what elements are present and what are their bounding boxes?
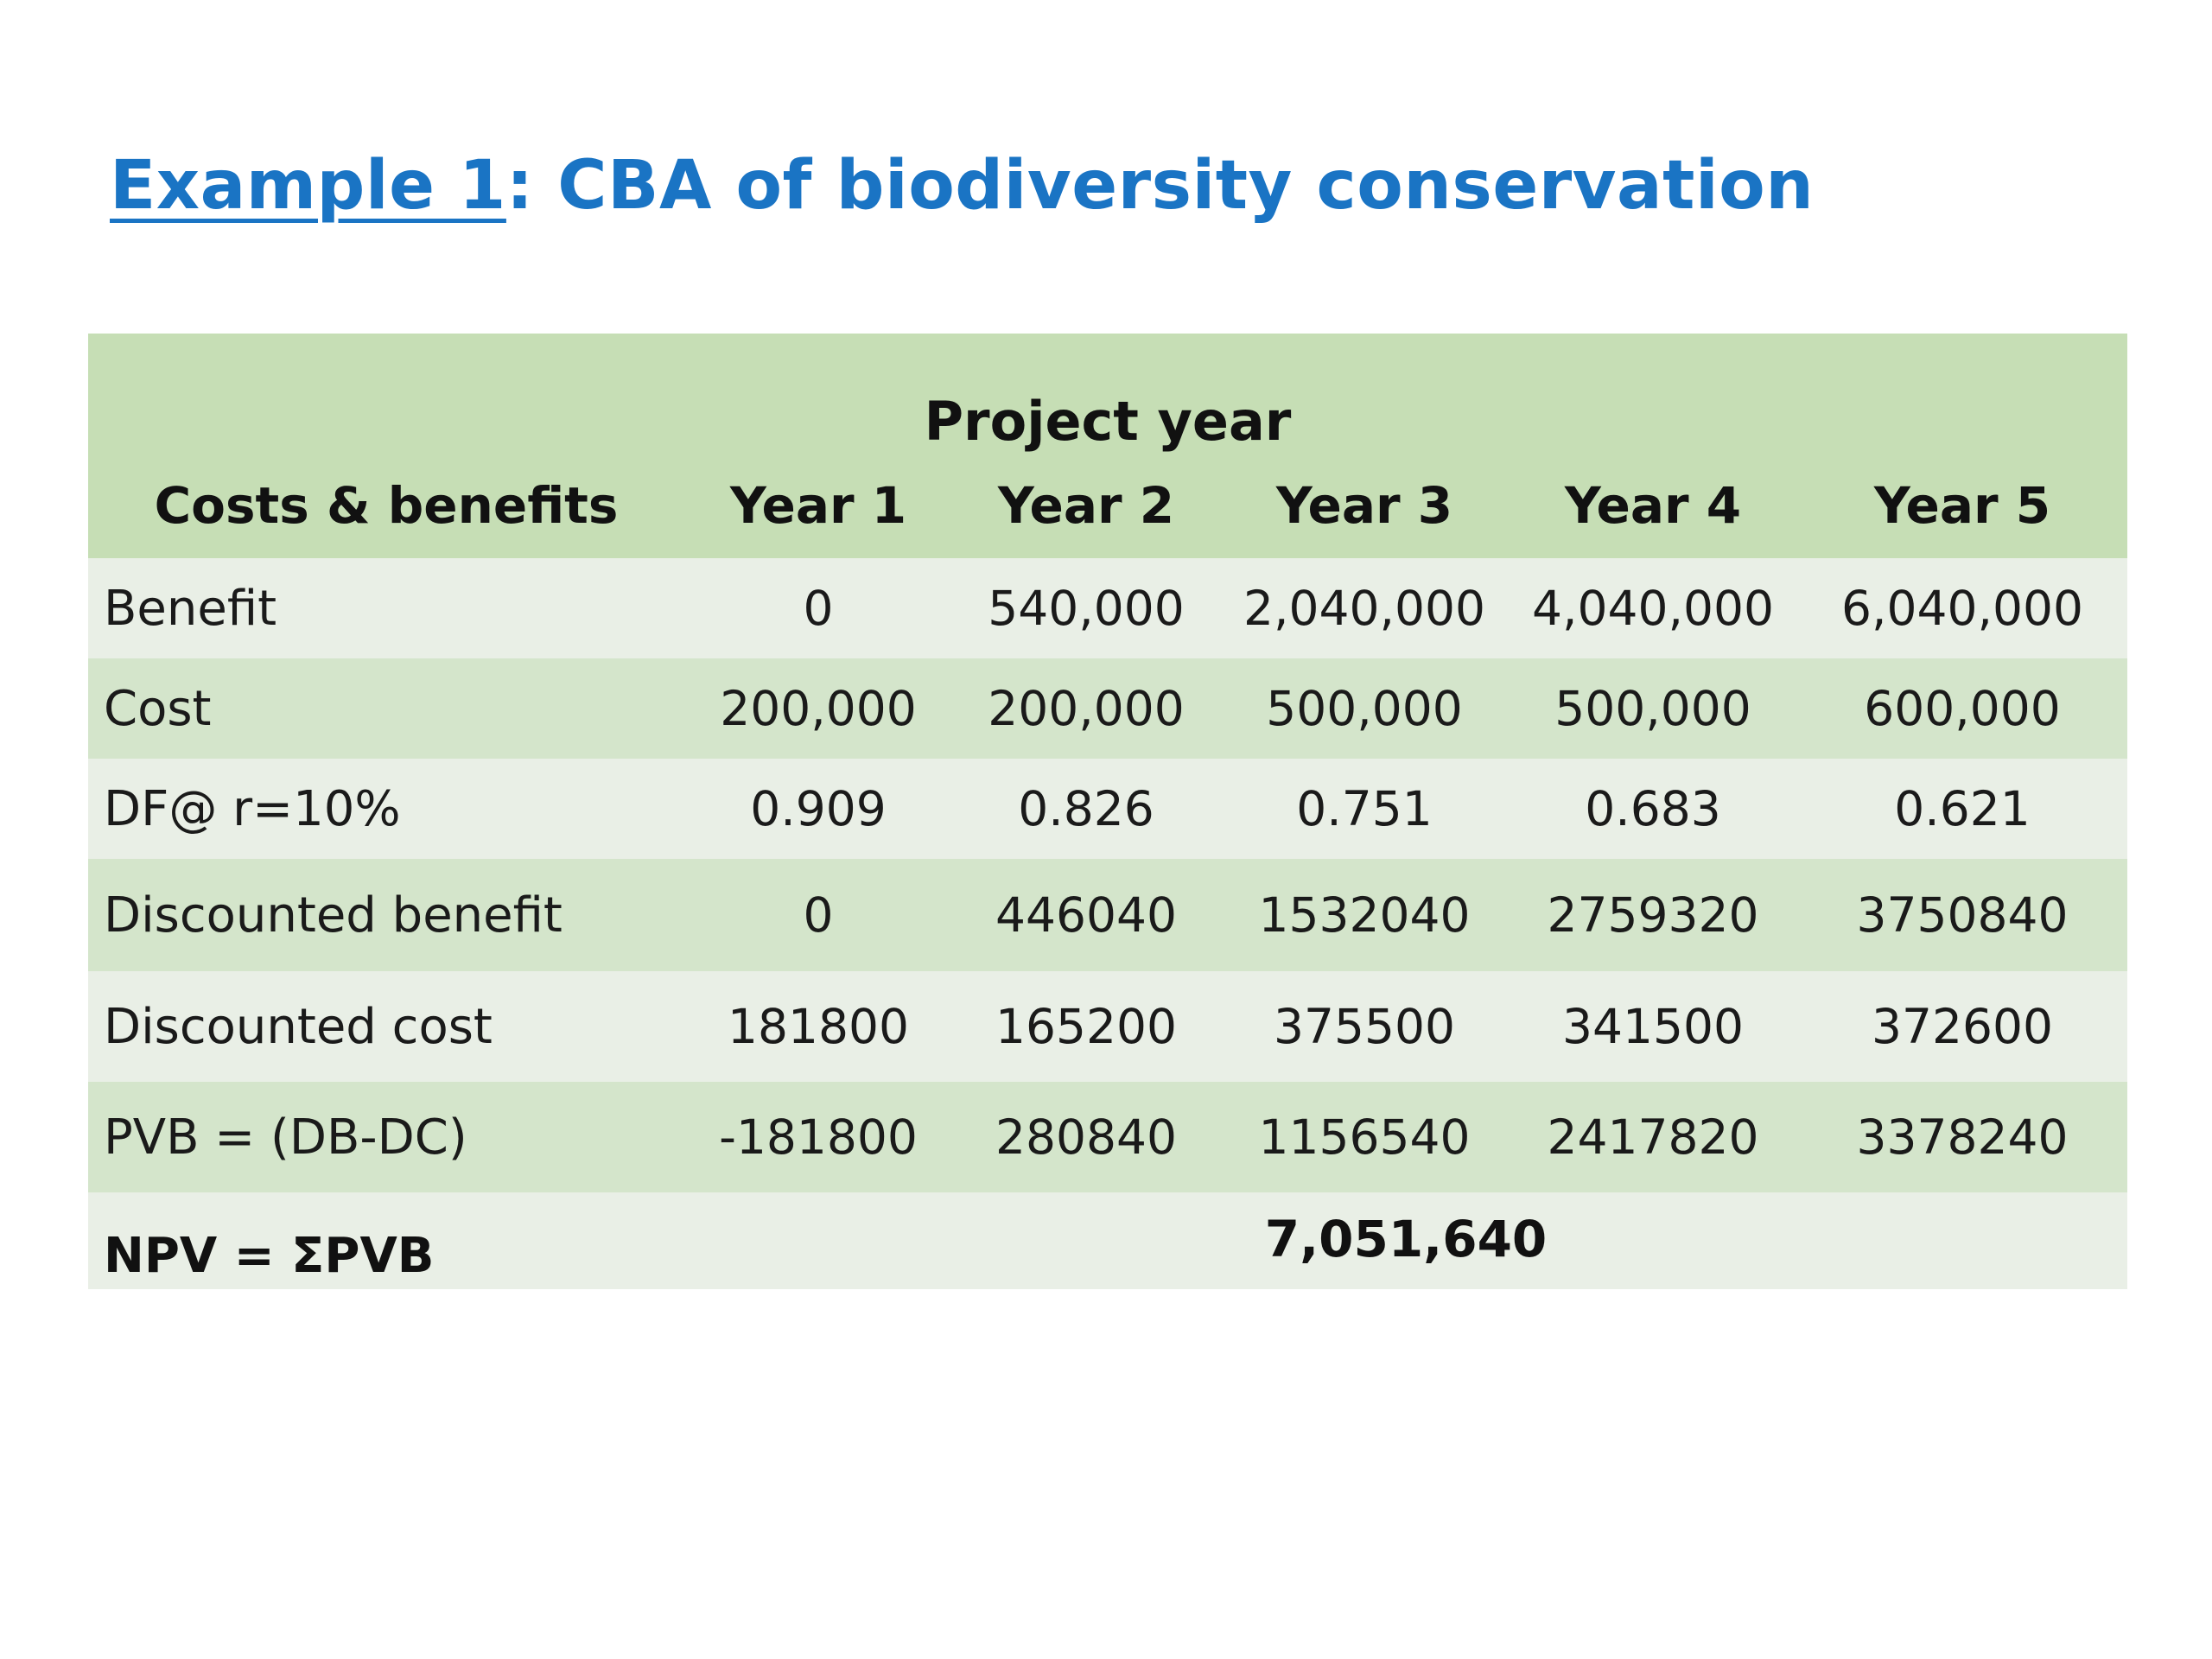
table-row-cost: Cost 200,000 200,000 500,000 500,000 600…	[88, 658, 2127, 759]
table-cell: 280840	[952, 1082, 1220, 1192]
table-cell: 446040	[952, 859, 1220, 971]
table-row-discounted-cost: Discounted cost 181800 165200 375500 341…	[88, 971, 2127, 1082]
cba-table: Project year Costs & benefits Year 1 Yea…	[88, 334, 2127, 1289]
table-cell: 341500	[1509, 971, 1797, 1082]
table-row-discounted-benefit: Discounted benefit 0 446040 1532040 2759…	[88, 859, 2127, 971]
project-year-header: Project year	[88, 334, 2127, 453]
column-header-row: Costs & benefits Year 1 Year 2 Year 3 Ye…	[88, 453, 2127, 558]
table-cell: 181800	[684, 971, 952, 1082]
column-header-year-2: Year 2	[952, 453, 1220, 558]
span-header-row: Project year	[88, 334, 2127, 453]
table-cell: 375500	[1220, 971, 1509, 1082]
table-cell: 540,000	[952, 558, 1220, 658]
column-header-year-1: Year 1	[684, 453, 952, 558]
table-cell: 3378240	[1797, 1082, 2127, 1192]
npv-label: NPV = ΣPVB	[88, 1192, 684, 1289]
npv-value: 7,051,640	[684, 1192, 2127, 1289]
table-cell: 4,040,000	[1509, 558, 1797, 658]
table-cell: 0.909	[684, 759, 952, 859]
table-cell: 500,000	[1509, 658, 1797, 759]
table-cell: 0.826	[952, 759, 1220, 859]
row-label: Benefit	[88, 558, 684, 658]
table-cell: 3750840	[1797, 859, 2127, 971]
table-cell: 200,000	[684, 658, 952, 759]
table-cell: 2759320	[1509, 859, 1797, 971]
column-header-year-4: Year 4	[1509, 453, 1797, 558]
row-label: Discounted benefit	[88, 859, 684, 971]
row-label: PVB = (DB-DC)	[88, 1082, 684, 1192]
title-text: : CBA of biodiversity conservation	[505, 147, 1815, 225]
table-cell: 0.621	[1797, 759, 2127, 859]
table-cell: 1156540	[1220, 1082, 1509, 1192]
table-cell: 0	[684, 859, 952, 971]
table-row-npv: NPV = ΣPVB 7,051,640	[88, 1192, 2127, 1289]
table-cell: 0	[684, 558, 952, 658]
column-header-year-3: Year 3	[1220, 453, 1509, 558]
column-header-year-5: Year 5	[1797, 453, 2127, 558]
row-label: Cost	[88, 658, 684, 759]
slide-title: Example 1: CBA of biodiversity conservat…	[110, 147, 1814, 225]
table-cell: 600,000	[1797, 658, 2127, 759]
table-cell: 0.683	[1509, 759, 1797, 859]
table-cell: 0.751	[1220, 759, 1509, 859]
table-cell: 372600	[1797, 971, 2127, 1082]
table-cell: 500,000	[1220, 658, 1509, 759]
table-row-benefit: Benefit 0 540,000 2,040,000 4,040,000 6,…	[88, 558, 2127, 658]
table-row-pvb: PVB = (DB-DC) -181800 280840 1156540 241…	[88, 1082, 2127, 1192]
table-cell: -181800	[684, 1082, 952, 1192]
table-cell: 2417820	[1509, 1082, 1797, 1192]
table-cell: 1532040	[1220, 859, 1509, 971]
table-cell: 200,000	[952, 658, 1220, 759]
row-label: Discounted cost	[88, 971, 684, 1082]
row-label: DF@ r=10%	[88, 759, 684, 859]
table-cell: 2,040,000	[1220, 558, 1509, 658]
column-header-costs-benefits: Costs & benefits	[88, 453, 684, 558]
table-row-discount-factor: DF@ r=10% 0.909 0.826 0.751 0.683 0.621	[88, 759, 2127, 859]
table-cell: 165200	[952, 971, 1220, 1082]
table-cell: 6,040,000	[1797, 558, 2127, 658]
title-link[interactable]: Example 1	[110, 147, 506, 225]
